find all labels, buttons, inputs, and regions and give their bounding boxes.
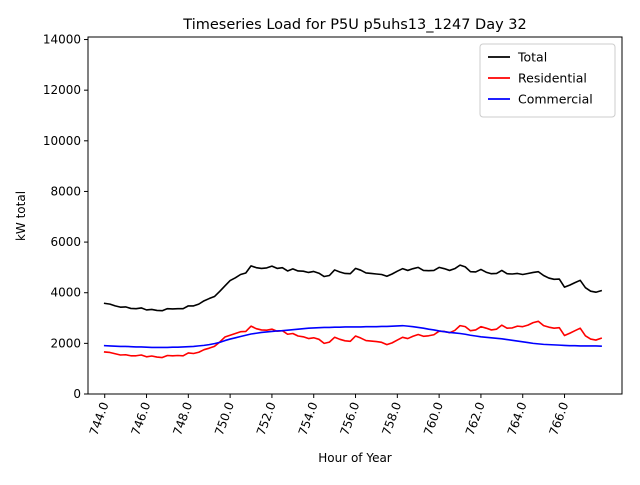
y-tick-label: 2000 — [50, 336, 81, 350]
y-tick-label: 14000 — [43, 33, 81, 47]
legend-label-commercial: Commercial — [518, 92, 593, 107]
y-tick-label: 4000 — [50, 286, 81, 300]
series-line-total — [103, 264, 603, 312]
legend-label-total: Total — [517, 50, 547, 65]
y-tick-label: 10000 — [43, 134, 81, 148]
y-axis-label: kW total — [14, 191, 28, 241]
series-line-residential — [103, 320, 603, 359]
y-tick-label: 8000 — [50, 184, 81, 198]
legend: Total Residential Commercial — [479, 43, 616, 118]
legend-label-residential: Residential — [518, 71, 587, 86]
y-tick-label: 6000 — [50, 235, 81, 249]
series-line-commercial — [103, 324, 602, 349]
y-tick-label: 0 — [73, 387, 81, 401]
y-tick-label: 12000 — [43, 83, 81, 97]
x-axis-label: Hour of Year — [318, 451, 392, 465]
legend-box — [479, 43, 616, 118]
chart-title: Timeseries Load for P5U p5uhs13_1247 Day… — [182, 17, 526, 33]
axes-frame — [87, 36, 623, 395]
